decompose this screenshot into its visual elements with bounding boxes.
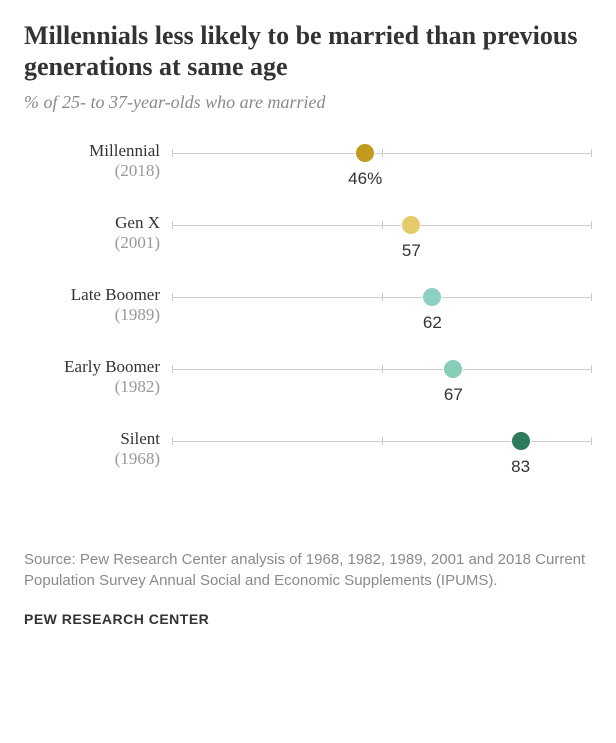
generation-name: Gen X [24,213,160,233]
generation-year: (1989) [24,305,160,325]
value-label: 62 [423,313,442,333]
data-dot [355,143,375,163]
row-label: Silent(1968) [24,429,172,469]
generation-name: Millennial [24,141,160,161]
generation-year: (1968) [24,449,160,469]
axis-cap-left [172,149,173,157]
axis-cap-right [591,437,592,445]
axis-cap-right [591,365,592,373]
chart-area: Millennial(2018) 46% Gen X(2001) 57 Late Boo… [24,141,592,501]
track: 83 [172,429,592,501]
generation-name: Late Boomer [24,285,160,305]
generation-name: Silent [24,429,160,449]
axis-cap-left [172,437,173,445]
axis-cap-right [591,149,592,157]
value-label: 83 [511,457,530,477]
generation-year: (2018) [24,161,160,181]
chart-row: Early Boomer(1982) 67 [24,357,592,429]
source-text: Source: Pew Research Center analysis of … [24,549,592,591]
generation-name: Early Boomer [24,357,160,377]
data-dot [443,359,463,379]
axis-tick [382,293,383,301]
generation-year: (2001) [24,233,160,253]
data-dot [511,431,531,451]
value-label: 57 [402,241,421,261]
data-dot [422,287,442,307]
attribution: PEW RESEARCH CENTER [24,611,592,627]
chart-row: Gen X(2001) 57 [24,213,592,285]
axis-cap-left [172,293,173,301]
axis-cap-right [591,293,592,301]
chart-subtitle: % of 25- to 37-year-olds who are married [24,92,592,113]
axis-tick [382,365,383,373]
axis-tick [382,149,383,157]
row-label: Millennial(2018) [24,141,172,181]
row-label: Gen X(2001) [24,213,172,253]
track: 57 [172,213,592,285]
axis-cap-right [591,221,592,229]
track: 62 [172,285,592,357]
track: 67 [172,357,592,429]
axis-tick [382,221,383,229]
value-label: 46% [348,169,382,189]
axis-cap-left [172,365,173,373]
row-label: Early Boomer(1982) [24,357,172,397]
generation-year: (1982) [24,377,160,397]
axis-tick [382,437,383,445]
axis-cap-left [172,221,173,229]
footer: Source: Pew Research Center analysis of … [24,549,592,627]
chart-title: Millennials less likely to be married th… [24,20,592,82]
track: 46% [172,141,592,213]
row-label: Late Boomer(1989) [24,285,172,325]
data-dot [401,215,421,235]
chart-row: Late Boomer(1989) 62 [24,285,592,357]
value-label: 67 [444,385,463,405]
chart-row: Millennial(2018) 46% [24,141,592,213]
chart-row: Silent(1968) 83 [24,429,592,501]
